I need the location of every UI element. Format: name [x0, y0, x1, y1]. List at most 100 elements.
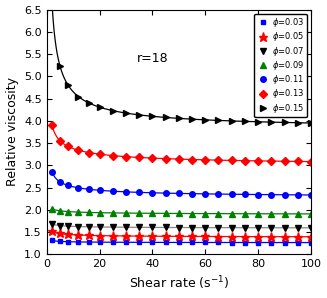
- $\phi$=0.05: [164, 235, 167, 238]
- $\phi$=0.05: [283, 235, 286, 238]
- $\phi$=0.07: [309, 226, 313, 229]
- $\phi$=0.09: [296, 212, 300, 216]
- $\phi$=0.15: [203, 118, 207, 122]
- $\phi$=0.15: [230, 119, 233, 123]
- $\phi$=0.13: [230, 159, 233, 162]
- $\phi$=0.15: [87, 101, 91, 105]
- $\phi$=0.13: [50, 123, 54, 127]
- $\phi$=0.03: [309, 241, 313, 244]
- $\phi$=0.15: [309, 121, 313, 125]
- $\phi$=0.07: [66, 224, 70, 228]
- $\phi$=0.11: [50, 170, 54, 174]
- $\phi$=0.13: [137, 156, 141, 159]
- $\phi$=0.13: [97, 152, 101, 156]
- $\phi$=0.03: [111, 240, 115, 244]
- $\phi$=0.13: [243, 159, 247, 162]
- $\phi$=0.09: [309, 212, 313, 216]
- $\phi$=0.15: [58, 64, 62, 68]
- $\phi$=0.03: [58, 240, 62, 243]
- $\phi$=0.11: [309, 193, 313, 197]
- $\phi$=0.03: [296, 241, 300, 244]
- $\phi$=0.11: [164, 191, 167, 195]
- $\phi$=0.07: [97, 225, 101, 229]
- $\phi$=0.07: [50, 222, 54, 226]
- $\phi$=0.05: [50, 229, 54, 233]
- $\phi$=0.03: [190, 241, 194, 244]
- $\phi$=0.09: [50, 207, 54, 211]
- $\phi$=0.05: [269, 235, 273, 238]
- $\phi$=0.15: [77, 95, 80, 98]
- $\phi$=0.03: [50, 239, 54, 242]
- $\phi$=0.11: [269, 193, 273, 196]
- $\phi$=0.15: [296, 121, 300, 125]
- $\phi$=0.11: [296, 193, 300, 197]
- $\phi$=0.09: [216, 212, 220, 215]
- $\phi$=0.15: [256, 120, 260, 124]
- $\phi$=0.05: [296, 235, 300, 238]
- $\phi$=0.05: [97, 234, 101, 238]
- $\phi$=0.11: [137, 191, 141, 194]
- $\phi$=0.07: [190, 226, 194, 229]
- $\phi$=0.03: [77, 240, 80, 244]
- $\phi$=0.05: [111, 234, 115, 238]
- $\phi$=0.11: [124, 190, 128, 194]
- $\phi$=0.07: [137, 226, 141, 229]
- $\phi$=0.13: [77, 148, 80, 152]
- $\phi$=0.07: [256, 226, 260, 229]
- $\phi$=0.11: [216, 192, 220, 196]
- $\phi$=0.11: [87, 187, 91, 191]
- Line: $\phi$=0.05: $\phi$=0.05: [47, 226, 316, 241]
- $\phi$=0.05: [216, 235, 220, 238]
- $\phi$=0.03: [216, 241, 220, 244]
- $\phi$=0.07: [177, 226, 181, 229]
- Line: $\phi$=0.09: $\phi$=0.09: [49, 206, 314, 217]
- $\phi$=0.07: [77, 225, 80, 228]
- $\phi$=0.11: [58, 180, 62, 184]
- $\phi$=0.11: [190, 192, 194, 195]
- $\phi$=0.07: [230, 226, 233, 229]
- $\phi$=0.09: [269, 212, 273, 216]
- $\phi$=0.05: [230, 235, 233, 238]
- $\phi$=0.03: [150, 240, 154, 244]
- $\phi$=0.15: [137, 113, 141, 117]
- $\phi$=0.13: [203, 158, 207, 162]
- Line: $\phi$=0.11: $\phi$=0.11: [49, 169, 314, 198]
- $\phi$=0.15: [164, 116, 167, 119]
- $\phi$=0.13: [150, 156, 154, 160]
- $\phi$=0.07: [58, 224, 62, 227]
- $\phi$=0.13: [58, 139, 62, 142]
- $\phi$=0.09: [203, 212, 207, 215]
- $\phi$=0.13: [164, 157, 167, 160]
- $\phi$=0.09: [58, 209, 62, 212]
- $\phi$=0.07: [283, 226, 286, 229]
- Legend: $\phi$=0.03, $\phi$=0.05, $\phi$=0.07, $\phi$=0.09, $\phi$=0.11, $\phi$=0.13, $\: $\phi$=0.03, $\phi$=0.05, $\phi$=0.07, $…: [254, 14, 307, 117]
- $\phi$=0.15: [111, 109, 115, 112]
- $\phi$=0.13: [269, 159, 273, 163]
- $\phi$=0.11: [66, 184, 70, 187]
- $\phi$=0.07: [150, 226, 154, 229]
- $\phi$=0.13: [296, 160, 300, 163]
- $\phi$=0.07: [216, 226, 220, 229]
- $\phi$=0.13: [66, 145, 70, 148]
- $\phi$=0.13: [190, 158, 194, 161]
- $\phi$=0.13: [256, 159, 260, 163]
- Text: r=18: r=18: [137, 52, 168, 65]
- $\phi$=0.07: [296, 226, 300, 229]
- $\phi$=0.03: [124, 240, 128, 244]
- $\phi$=0.09: [256, 212, 260, 215]
- $\phi$=0.11: [203, 192, 207, 196]
- $\phi$=0.07: [243, 226, 247, 229]
- $\phi$=0.03: [66, 240, 70, 243]
- Line: $\phi$=0.13: $\phi$=0.13: [49, 122, 314, 164]
- $\phi$=0.05: [203, 235, 207, 238]
- $\phi$=0.03: [269, 241, 273, 244]
- $\phi$=0.03: [203, 241, 207, 244]
- $\phi$=0.11: [230, 193, 233, 196]
- $\phi$=0.15: [216, 119, 220, 122]
- $\phi$=0.09: [97, 211, 101, 215]
- $\phi$=0.15: [97, 105, 101, 109]
- $\phi$=0.15: [283, 121, 286, 124]
- $\phi$=0.07: [87, 225, 91, 229]
- $\phi$=0.15: [269, 120, 273, 124]
- $\phi$=0.07: [203, 226, 207, 229]
